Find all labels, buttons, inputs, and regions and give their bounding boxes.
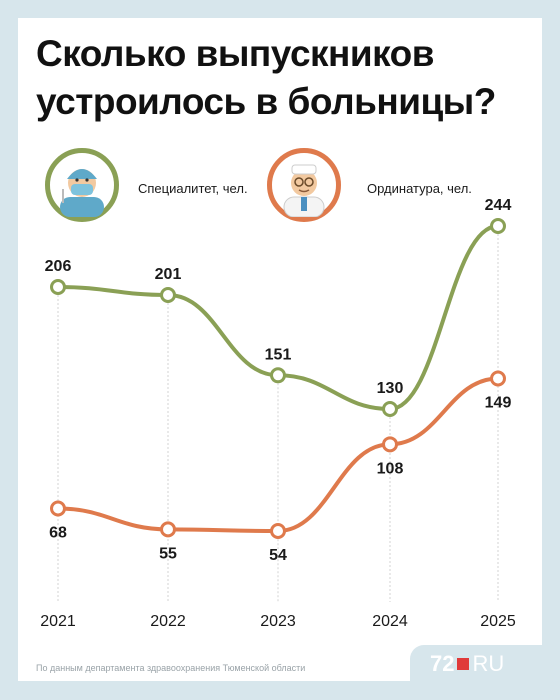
source-note: По данным департамента здравоохранения Т… <box>36 663 306 673</box>
x-tick-label: 2022 <box>150 613 186 630</box>
x-tick-label: 2023 <box>260 613 296 630</box>
title-line-2: устроилось в больницы? <box>36 81 496 122</box>
legend-label-ordinatura: Ординатура, чел. <box>367 181 472 196</box>
data-point <box>270 367 286 384</box>
data-point <box>382 401 398 417</box>
data-label: 130 <box>377 380 404 397</box>
data-label: 206 <box>45 258 72 275</box>
data-point <box>160 521 176 538</box>
data-point <box>382 436 398 453</box>
logo-tab <box>410 645 542 681</box>
logo-number: 72 <box>430 651 455 676</box>
data-point <box>50 279 66 295</box>
legend-label-specialitet: Специалитет, чел. <box>138 181 248 196</box>
series-line-specialitet <box>56 224 500 412</box>
data-point <box>50 500 66 517</box>
x-tick-label: 2024 <box>372 613 408 630</box>
doctor-avatar-icon <box>267 148 341 222</box>
data-point <box>270 523 286 539</box>
logo-suffix: RU <box>472 651 505 676</box>
title-line-1: Сколько выпускников <box>36 33 435 74</box>
data-label: 108 <box>377 460 404 477</box>
data-label: 54 <box>269 547 287 564</box>
site-logo: 72 RU <box>430 651 505 676</box>
x-tick-label: 2021 <box>40 613 76 630</box>
data-label: 151 <box>265 346 292 363</box>
chart-title: Сколько выпускников устроилось в больниц… <box>36 30 536 126</box>
data-point <box>490 218 506 234</box>
logo-square-icon <box>457 658 470 670</box>
data-label: 68 <box>49 525 67 542</box>
data-label: 244 <box>485 197 512 214</box>
data-label: 201 <box>155 266 182 283</box>
series-line-ordinatura <box>56 376 500 534</box>
x-tick-label: 2025 <box>480 613 516 630</box>
infographic-card <box>18 18 542 681</box>
data-point <box>160 287 176 304</box>
data-label: 55 <box>159 545 177 562</box>
data-label: 149 <box>485 395 512 412</box>
surgeon-avatar-icon <box>45 148 119 222</box>
data-point <box>490 370 506 387</box>
